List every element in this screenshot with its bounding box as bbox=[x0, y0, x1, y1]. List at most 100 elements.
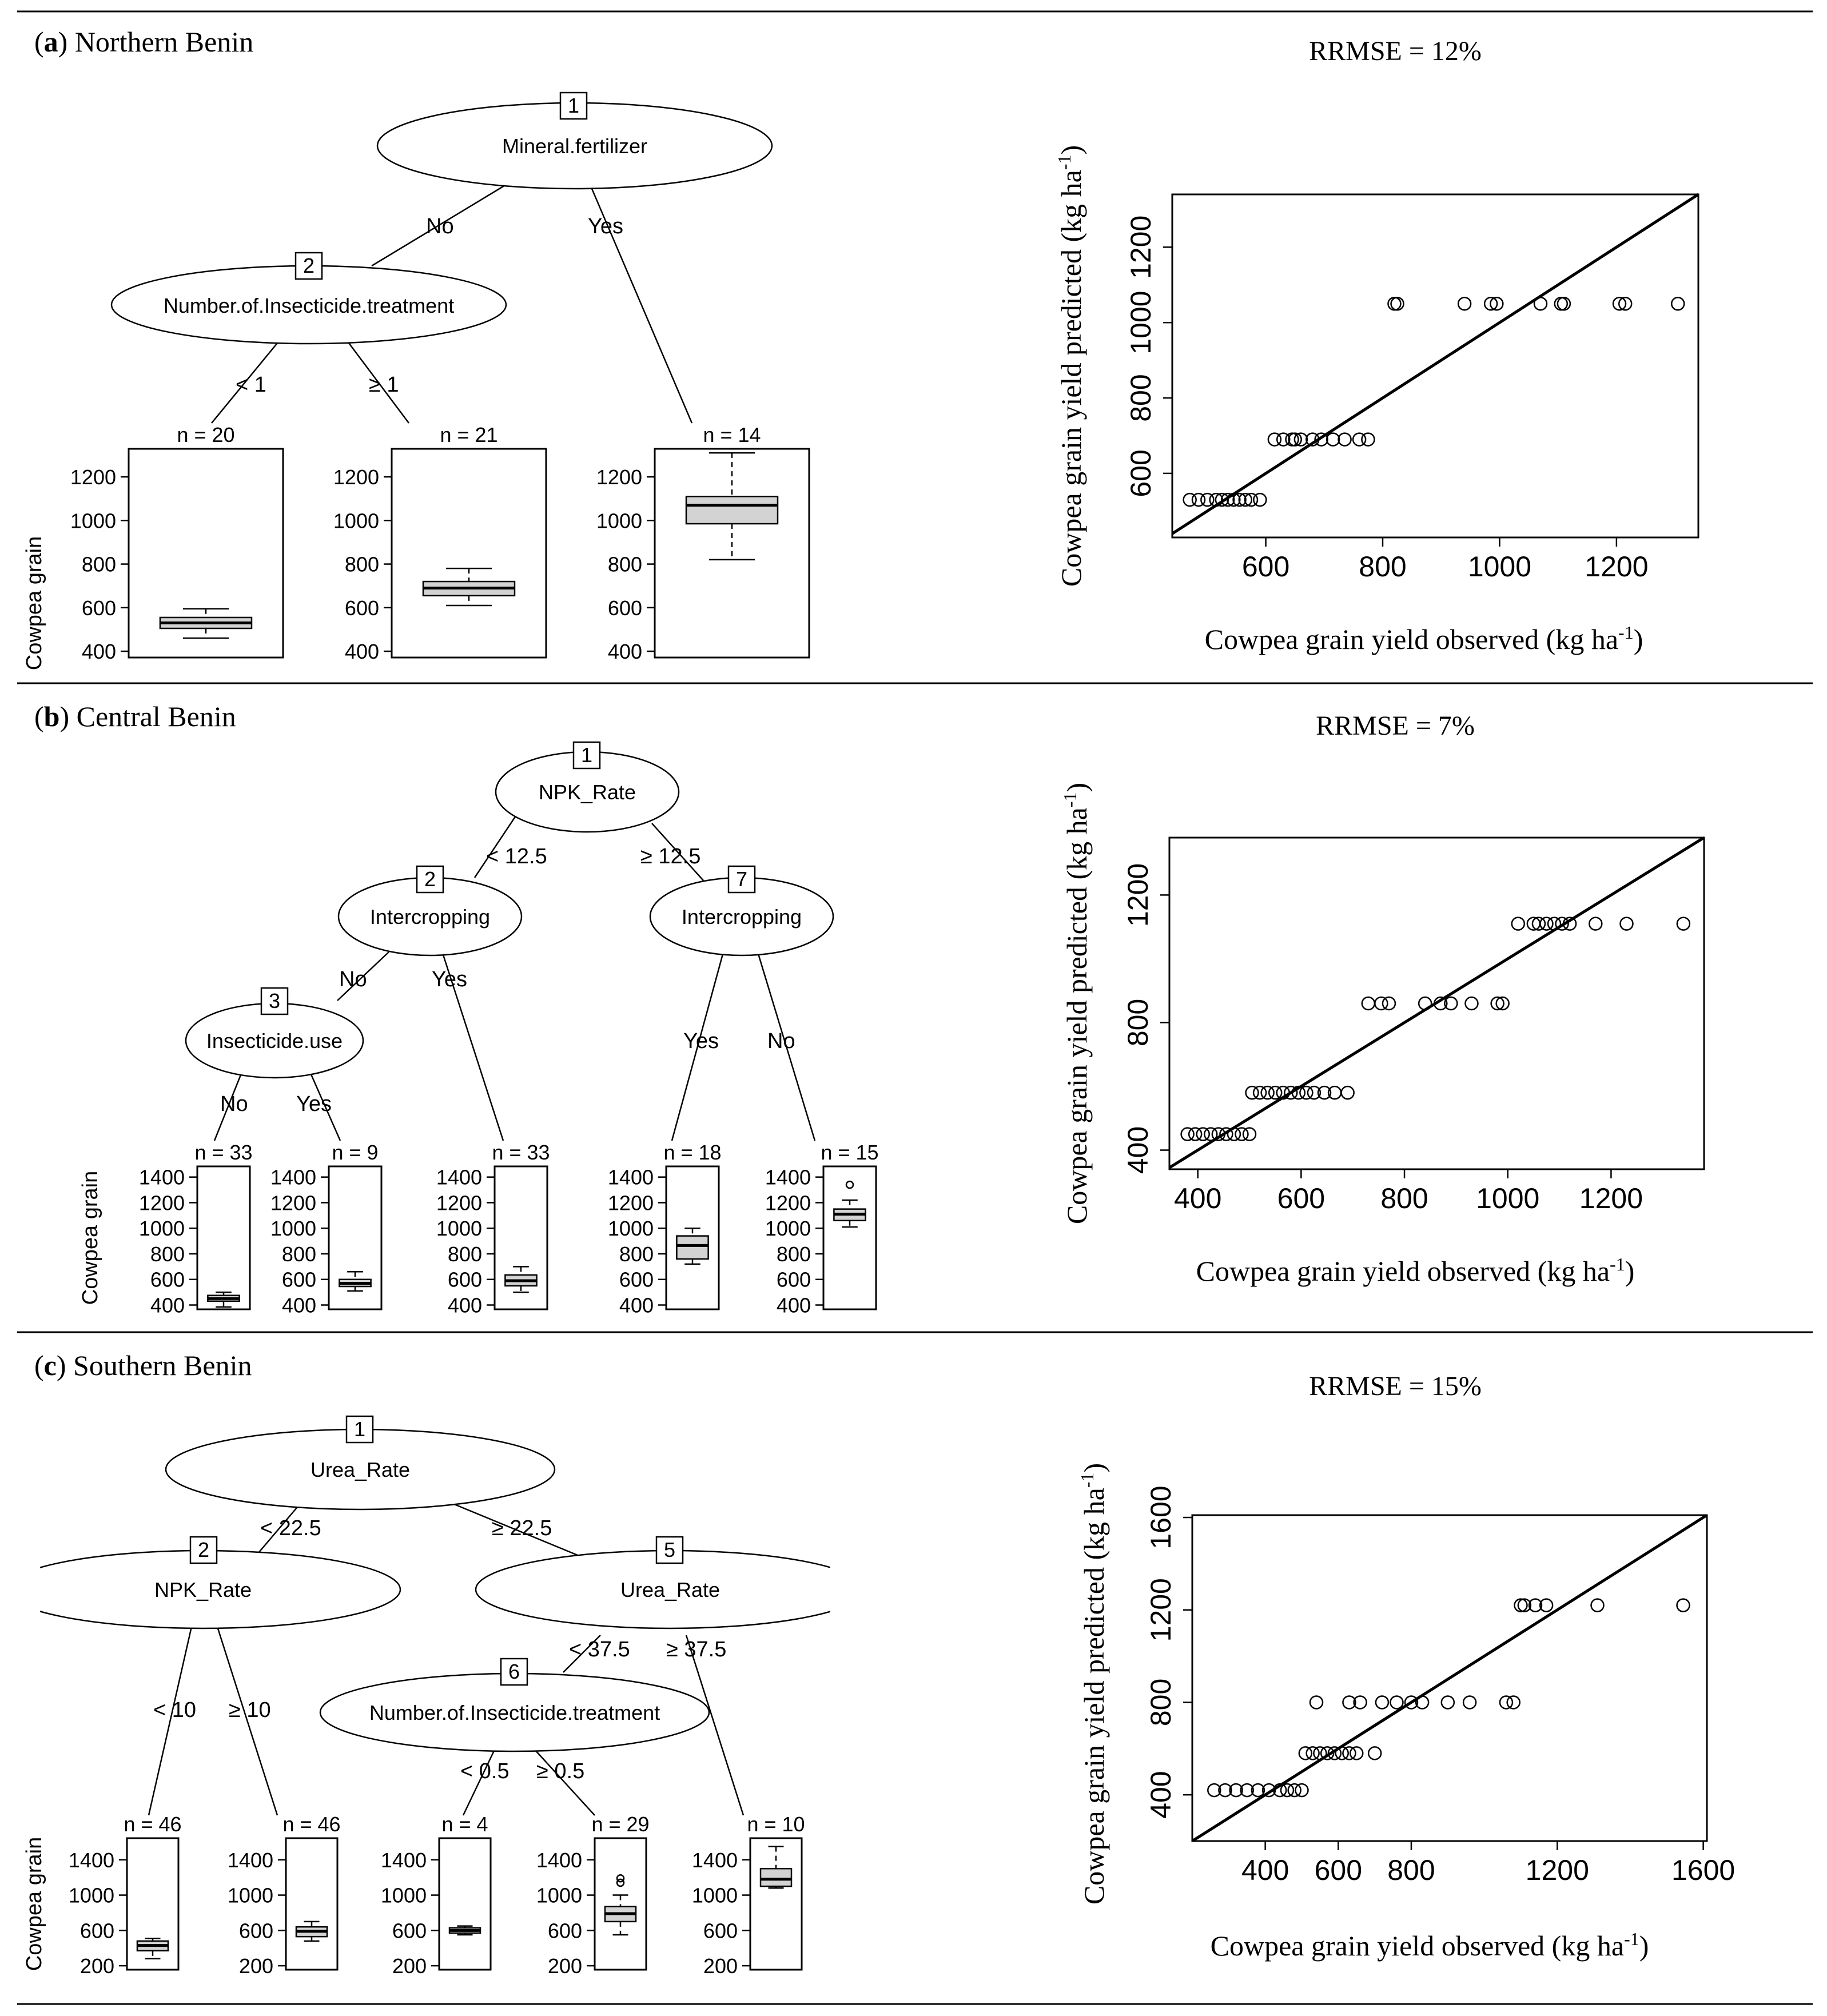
leaf-n-5: n = 15 bbox=[821, 1141, 878, 1164]
data-point bbox=[1291, 1085, 1306, 1100]
data-point bbox=[1232, 492, 1247, 507]
data-point bbox=[1307, 1085, 1322, 1100]
x-tick-label: 400 bbox=[1241, 1854, 1289, 1886]
data-point bbox=[1288, 432, 1302, 447]
leaf-4-tick-label: 600 bbox=[548, 1919, 582, 1942]
edge-b-2-3 bbox=[337, 951, 389, 1001]
leaf-n-1: n = 20 bbox=[177, 423, 234, 447]
edge-label-c-ge375: ≥ 37.5 bbox=[666, 1637, 726, 1662]
data-point bbox=[1298, 1746, 1313, 1760]
data-point bbox=[1218, 1783, 1232, 1798]
panel-a-title: (a) Northern Benin bbox=[34, 26, 253, 58]
node-c-1-id-box bbox=[345, 1415, 374, 1444]
leaf-3-tick-label: 800 bbox=[608, 553, 642, 576]
data-point bbox=[1338, 432, 1352, 447]
node-b-1-var: NPK_Rate bbox=[539, 780, 636, 804]
data-point bbox=[1284, 1085, 1298, 1100]
data-point bbox=[1276, 1085, 1290, 1100]
y-tick-label: 800 bbox=[1145, 1679, 1177, 1726]
edge-c-5-6 bbox=[563, 1635, 601, 1673]
leaf-panel-2 bbox=[328, 1165, 383, 1310]
leaf-panel-1 bbox=[196, 1165, 251, 1310]
data-point bbox=[1499, 1695, 1514, 1710]
tree-c-ylabel: Cowpea grain bbox=[22, 1837, 46, 1971]
data-point bbox=[1305, 1746, 1320, 1760]
scatter-b-plot-area bbox=[1168, 836, 1705, 1170]
data-point bbox=[1589, 917, 1603, 931]
data-point bbox=[1511, 917, 1526, 931]
leaf-n-3: n = 4 bbox=[441, 1812, 488, 1836]
leaf-5-tick-label: 1400 bbox=[692, 1848, 738, 1872]
data-point bbox=[1188, 1127, 1203, 1141]
leaf-1-tick-label: 600 bbox=[80, 1919, 114, 1942]
y-tick-label: 1600 bbox=[1145, 1485, 1177, 1549]
scatter-c-marks: 400 600 800 1200 1600 400 800 1200 1600 bbox=[1145, 1485, 1735, 1886]
node-b-3-var: Insecticide.use bbox=[206, 1029, 343, 1053]
x-tick-label: 1000 bbox=[1468, 551, 1531, 583]
data-point bbox=[1211, 1127, 1226, 1141]
data-point bbox=[1342, 1695, 1356, 1710]
data-point bbox=[1267, 432, 1282, 447]
data-point bbox=[1462, 1695, 1477, 1710]
data-point bbox=[1531, 917, 1546, 931]
data-point bbox=[1335, 1746, 1349, 1760]
leaf-n-4: n = 29 bbox=[591, 1812, 649, 1836]
leaf-panel-1 bbox=[128, 448, 284, 659]
leaf-n-3: n = 14 bbox=[703, 423, 761, 447]
leaf-n-2: n = 46 bbox=[282, 1812, 340, 1836]
leaf-3-tick-label: 400 bbox=[448, 1294, 482, 1317]
data-point bbox=[1240, 1783, 1254, 1798]
data-point bbox=[1374, 996, 1388, 1011]
data-point bbox=[1490, 296, 1504, 311]
scatter-b: RRMSE = 7% 400 600 800 1000 1200 400 800 1200 C… bbox=[1060, 711, 1705, 1287]
data-point bbox=[1382, 996, 1396, 1011]
data-point bbox=[1268, 1085, 1283, 1100]
x-tick-label: 600 bbox=[1242, 551, 1289, 583]
leaf-1-tick-label: 600 bbox=[150, 1268, 185, 1292]
edge-c-1-2 bbox=[251, 1503, 301, 1561]
data-point bbox=[1317, 1085, 1332, 1100]
y-tick-label: 1200 bbox=[1125, 216, 1157, 279]
leaf-5-outlier bbox=[845, 1180, 854, 1189]
data-point bbox=[1390, 296, 1404, 311]
data-point bbox=[1261, 1783, 1276, 1798]
leaf-2-tick-label: 200 bbox=[239, 1954, 273, 1978]
x-tick-label: 1200 bbox=[1579, 1182, 1643, 1214]
edge-label-b-lt125: < 12.5 bbox=[486, 844, 547, 868]
y-tick-label: 1200 bbox=[1122, 863, 1154, 927]
data-point bbox=[1327, 1746, 1342, 1760]
leaf-5-tick-label: 1000 bbox=[765, 1217, 811, 1240]
data-point bbox=[1619, 917, 1634, 931]
tree-a-leaves: n = 20 400 600 800 1000 1200 n = 21 400 600 800 10… bbox=[70, 423, 810, 663]
data-point bbox=[1287, 1783, 1301, 1798]
data-point bbox=[1314, 432, 1328, 447]
leaf-panel-5 bbox=[749, 1837, 803, 1971]
data-point bbox=[1612, 296, 1627, 311]
leaf-5-tick-label: 600 bbox=[777, 1268, 811, 1292]
data-point bbox=[1415, 1695, 1430, 1710]
scatter-c-rrmse: RRMSE = 15% bbox=[1309, 1371, 1482, 1401]
data-point bbox=[1219, 1127, 1233, 1141]
leaf-2-tick-label: 1400 bbox=[270, 1166, 316, 1189]
data-point bbox=[1352, 432, 1367, 447]
x-tick-label: 600 bbox=[1277, 1182, 1325, 1214]
x-tick-label: 1600 bbox=[1671, 1854, 1735, 1886]
data-point bbox=[1220, 492, 1235, 507]
edge-b-2-leaf3 bbox=[442, 954, 504, 1141]
data-point bbox=[1676, 1598, 1690, 1612]
scatter-c: RRMSE = 15% 400 600 800 1200 1600 400 800 1200 1… bbox=[1077, 1371, 1735, 1962]
data-point bbox=[1506, 1695, 1520, 1710]
data-point bbox=[1252, 1085, 1267, 1100]
data-point bbox=[1196, 1127, 1210, 1141]
leaf-n-1: n = 33 bbox=[194, 1141, 252, 1164]
scatter-c-xlabel: Cowpea grain yield observed (kg ha-1) bbox=[1211, 1929, 1649, 1962]
panel-b-title: (b) Central Benin bbox=[34, 700, 236, 732]
leaf-2-tick-label: 1000 bbox=[270, 1217, 316, 1240]
leaf-1-tick-label: 1400 bbox=[139, 1166, 185, 1189]
scatter-b-rrmse: RRMSE = 7% bbox=[1316, 711, 1475, 741]
data-point bbox=[1293, 432, 1308, 447]
data-point bbox=[1517, 1598, 1532, 1612]
node-c-6-id: 6 bbox=[508, 1660, 520, 1683]
node-b-3-id-box bbox=[260, 987, 289, 1015]
data-point bbox=[1555, 917, 1569, 931]
